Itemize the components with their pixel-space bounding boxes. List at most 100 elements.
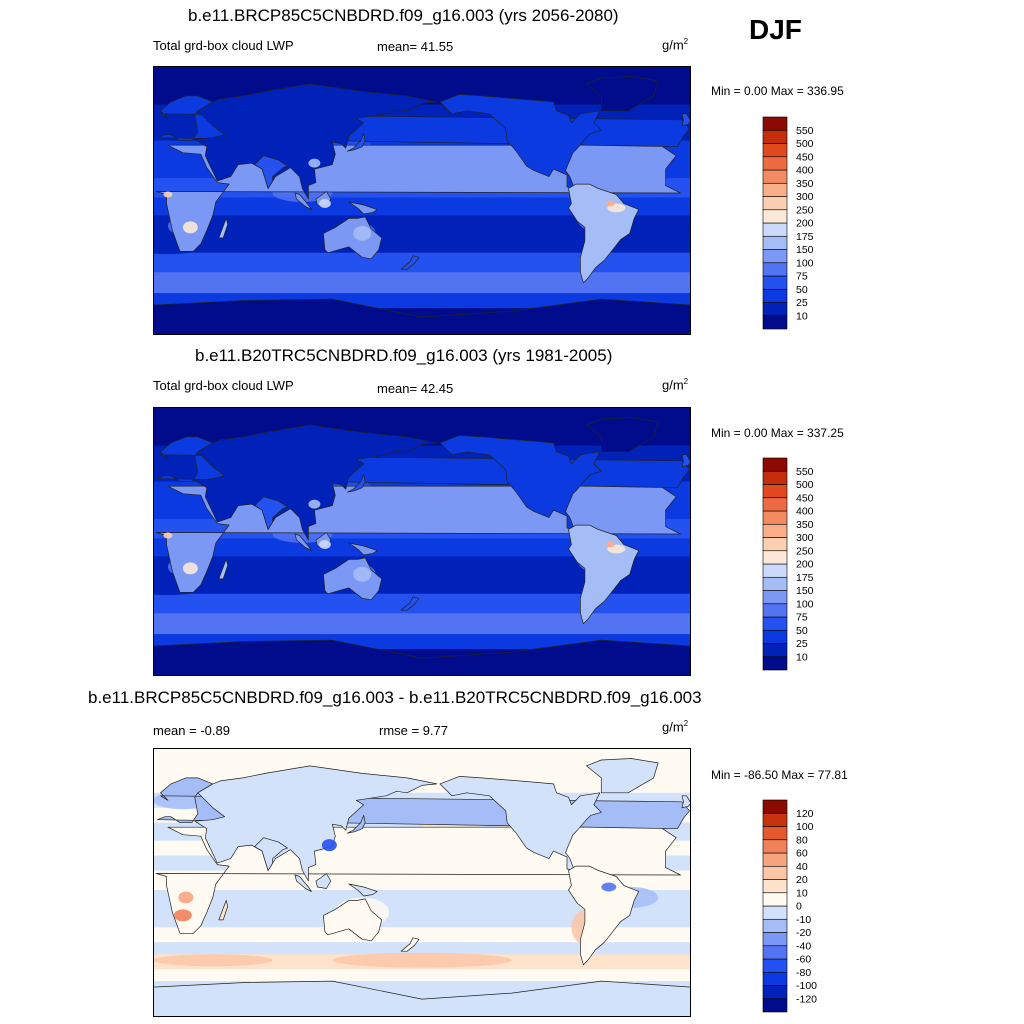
colorbar-tick-label: 250 — [796, 204, 814, 216]
colorbar-tick-label: 350 — [796, 178, 814, 190]
colorbar-tick-label: 0 — [796, 901, 802, 913]
colorbar-tick-label: -60 — [796, 954, 811, 966]
landmass — [346, 814, 366, 834]
panel-2-units: g/m2 — [662, 377, 689, 393]
colorbar-tick-label: 75 — [796, 612, 808, 624]
panel-3-mean-label: mean = -0.89 — [153, 723, 230, 738]
colorbar-box — [762, 523, 788, 538]
landmass — [681, 454, 691, 468]
colorbar-box — [762, 852, 788, 867]
colorbar-tick-label: 50 — [796, 625, 808, 637]
landmass — [323, 898, 383, 942]
panel-2-minmax: Min = 0.00 Max = 337.25 — [711, 426, 844, 440]
colorbar-box — [762, 998, 788, 1013]
landmass — [346, 132, 366, 152]
panel-2-mean-label: mean= 42.45 — [377, 381, 454, 396]
landmass — [153, 980, 691, 1017]
landmass — [294, 192, 312, 210]
landmass — [254, 837, 288, 871]
colorbar-tick-label: -20 — [796, 927, 811, 939]
colorbar-tick-label: -10 — [796, 914, 811, 926]
panel-3-minmax: Min = -86.50 Max = 77.81 — [711, 768, 848, 782]
landmass — [218, 218, 229, 239]
colorbar-tick-label: 100 — [796, 257, 814, 269]
colorbar-box — [762, 510, 788, 525]
landmass — [439, 94, 602, 189]
panel-3-units: g/m2 — [662, 719, 689, 735]
colorbar-box — [762, 262, 788, 277]
colorbar-tick-label: 20 — [796, 874, 808, 886]
landmass — [294, 533, 312, 551]
landmass — [254, 155, 288, 189]
colorbar-tick-label: 500 — [796, 138, 814, 150]
landmass — [348, 883, 378, 897]
colorbar-box — [762, 799, 788, 814]
colorbar-tick-label: 450 — [796, 492, 814, 504]
colorbar-box — [762, 470, 788, 485]
colorbar-tick-label: 550 — [796, 466, 814, 478]
colorbar-tick-label: 550 — [796, 125, 814, 137]
colorbar-tick-label: 300 — [796, 191, 814, 203]
panel-3-map — [153, 748, 691, 1017]
colorbar-tick-label: 40 — [796, 861, 808, 873]
panel-1-title: b.e11.BRCP85C5CNBDRD.f09_g16.003 (yrs 20… — [188, 6, 619, 25]
colorbar-tick-label: 10 — [796, 310, 808, 322]
landmass — [681, 795, 691, 809]
colorbar-box — [762, 222, 788, 237]
colorbar-box — [762, 879, 788, 894]
colorbar-tick-label: 175 — [796, 572, 814, 584]
colorbar-box — [762, 616, 788, 631]
colorbar-tick-label: 200 — [796, 559, 814, 571]
colorbar-box — [762, 826, 788, 841]
landmass — [153, 639, 691, 676]
panel-1-minmax: Min = 0.00 Max = 336.95 — [711, 84, 844, 98]
colorbar-box — [762, 985, 788, 1000]
colorbar-tick-label: 25 — [796, 297, 808, 309]
landmass — [218, 900, 229, 921]
colorbar-tick-label: 10 — [796, 887, 808, 899]
colorbar-tick-label: 80 — [796, 834, 808, 846]
landmass — [153, 298, 691, 335]
panel-3-title: b.e11.BRCP85C5CNBDRD.f09_g16.003 - b.e11… — [88, 688, 702, 707]
landmass — [400, 596, 420, 611]
landmass — [348, 201, 378, 215]
colorbar-box — [762, 275, 788, 290]
colorbar-box — [762, 235, 788, 250]
colorbar-box — [762, 892, 788, 907]
colorbar-box — [762, 302, 788, 317]
colorbar-box — [762, 945, 788, 960]
colorbar-tick-label: -100 — [796, 980, 817, 992]
landmass — [568, 865, 640, 966]
colorbar-tick-label: 500 — [796, 479, 814, 491]
landmass — [294, 874, 312, 892]
landmass — [254, 496, 288, 530]
colorbar-box — [762, 932, 788, 947]
colorbar-tick-label: 350 — [796, 519, 814, 531]
colorbar-box — [762, 905, 788, 920]
colorbar-tick-label: 450 — [796, 151, 814, 163]
landmass — [400, 255, 420, 270]
colorbar-box — [762, 918, 788, 933]
landmass — [400, 937, 420, 952]
panel-1-variable-label: Total grd-box cloud LWP — [153, 38, 294, 53]
landmass — [218, 559, 229, 580]
landmass — [681, 113, 691, 127]
colorbar-tick-label: 120 — [796, 808, 814, 820]
colorbar-box — [762, 169, 788, 184]
colorbar-tick-label: 200 — [796, 218, 814, 230]
panel-3-rmse-label: rmse = 9.77 — [379, 723, 449, 738]
colorbar-box — [762, 457, 788, 472]
colorbar-box — [762, 971, 788, 986]
colorbar-box — [762, 839, 788, 854]
landmass — [315, 873, 332, 889]
colorbar-box — [762, 288, 788, 303]
colorbar-box — [762, 865, 788, 880]
colorbar-tick-label: 300 — [796, 532, 814, 544]
colorbar-box — [762, 196, 788, 211]
colorbar-box — [762, 143, 788, 158]
panel-2-title: b.e11.B20TRC5CNBDRD.f09_g16.003 (yrs 198… — [195, 346, 613, 365]
panel-1-map — [153, 66, 691, 335]
colorbar-tick-label: -120 — [796, 993, 817, 1005]
